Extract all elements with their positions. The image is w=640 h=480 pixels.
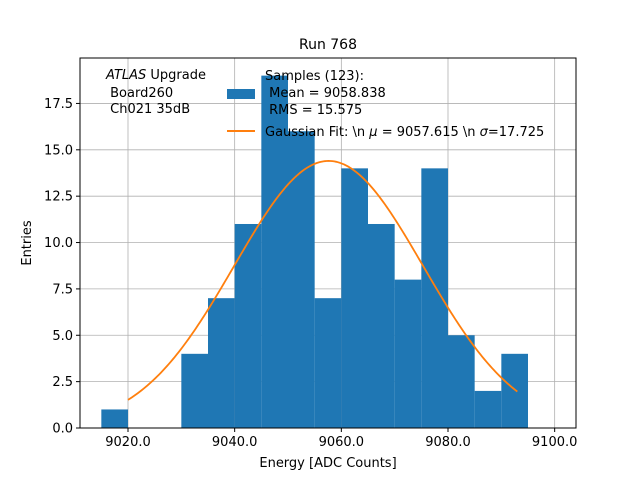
- annotation-experiment-suffix: Upgrade: [146, 68, 206, 83]
- annotation-experiment: ATLAS: [105, 68, 146, 83]
- y-tick-label: 7.5: [52, 282, 73, 297]
- histogram-bar: [368, 223, 395, 428]
- legend: Samples (123): Mean = 9058.838 RMS = 15.…: [227, 69, 544, 140]
- annotation-line-3: Ch021 35dB: [106, 102, 190, 117]
- chart-title: Run 768: [299, 37, 357, 53]
- histogram-bar: [394, 279, 422, 428]
- annotation-line-1: ATLAS Upgrade: [105, 68, 206, 83]
- histogram-bar: [314, 298, 342, 428]
- x-tick-label: 9040.0: [212, 435, 258, 450]
- y-tick-label: 10.0: [44, 236, 73, 251]
- histogram-bar: [101, 409, 128, 428]
- y-tick-label: 12.5: [44, 190, 73, 205]
- histogram-bar: [261, 75, 288, 428]
- bars-layer: [101, 75, 528, 428]
- legend-fit-sigma: σ: [480, 125, 489, 140]
- histogram-bar: [448, 335, 475, 428]
- legend-fit-prefix: Gaussian Fit: \n: [265, 125, 369, 140]
- annotation-block: ATLAS Upgrade Board260 Ch021 35dB: [105, 68, 206, 117]
- x-tick-label: 9060.0: [319, 435, 365, 450]
- x-ticks: 9020.0 9040.0 9060.0 9080.0 9100.0: [105, 428, 577, 450]
- legend-samples-line-1: Samples (123):: [265, 69, 364, 84]
- histogram-bar: [288, 131, 315, 428]
- histogram-bar: [234, 223, 262, 428]
- legend-samples-line-2: Mean = 9058.838: [265, 86, 386, 101]
- legend-samples-line-3: RMS = 15.575: [265, 103, 362, 118]
- legend-fit-mu: μ: [368, 125, 377, 140]
- x-tick-label: 9020.0: [105, 435, 151, 450]
- histogram-bar: [208, 298, 235, 428]
- y-tick-label: 2.5: [52, 375, 73, 390]
- y-tick-label: 15.0: [44, 143, 73, 158]
- y-tick-label: 5.0: [52, 329, 73, 344]
- y-tick-label: 0.0: [52, 422, 73, 437]
- histogram-bar: [501, 353, 528, 428]
- x-tick-label: 9100.0: [532, 435, 578, 450]
- annotation-line-2: Board260: [106, 86, 173, 101]
- y-tick-label: 17.5: [44, 97, 73, 112]
- x-tick-label: 9080.0: [425, 435, 471, 450]
- histogram-bar: [421, 168, 448, 428]
- y-ticks: 0.0 2.5 5.0 7.5 10.0 12.5 15.0 17.5: [44, 97, 80, 437]
- y-axis-label: Entries: [20, 220, 35, 266]
- histogram-bar: [341, 168, 368, 428]
- legend-fit-mid: = 9057.615 \n: [378, 125, 480, 140]
- gaussian-fit-line: [127, 160, 518, 401]
- legend-fit-label: Gaussian Fit: \n μ = 9057.615 \n σ=17.72…: [265, 125, 544, 140]
- x-axis-label: Energy [ADC Counts]: [259, 456, 396, 471]
- fit-layer: [127, 160, 518, 401]
- histogram-bar: [181, 353, 208, 428]
- legend-samples-swatch: [227, 89, 255, 99]
- histogram-bar: [474, 390, 502, 428]
- legend-fit-suffix: =17.725: [488, 125, 544, 140]
